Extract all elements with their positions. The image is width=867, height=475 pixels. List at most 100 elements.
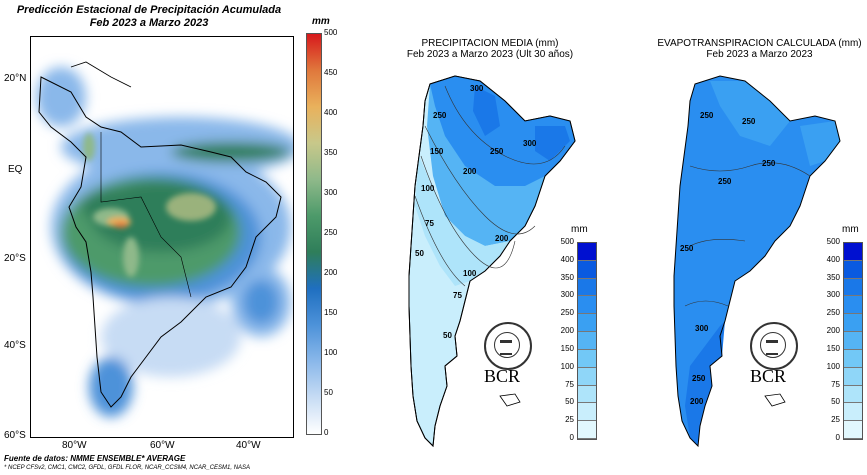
colorbar-tick-label: 25	[831, 415, 840, 425]
colorbar-swatch	[844, 385, 862, 404]
colorbar-tick-label: 400	[826, 254, 840, 264]
colorbar-tick-label: 25	[565, 415, 574, 425]
lat-label-20s: 20°S	[4, 253, 26, 264]
colorbar-tick-label: 200	[560, 326, 574, 336]
panel3-colorbar	[843, 242, 863, 440]
p2-contour-label: 250	[433, 111, 447, 120]
colorbar-tick-label: 250	[324, 228, 338, 237]
colorbar-tick-label: 50	[831, 397, 840, 407]
bcr-logo-text: BCR	[484, 366, 521, 386]
panel3-title-line2: Feb 2023 a Marzo 2023	[706, 49, 813, 60]
colorbar-tick-label: 75	[565, 379, 574, 389]
lat-label-60s: 60°S	[4, 430, 26, 441]
colorbar-swatch	[844, 260, 862, 279]
p3-contour-label: 300	[695, 324, 709, 333]
colorbar-tick-label: 75	[831, 379, 840, 389]
panel1-title-line1: Predicción Estacional de Precipitación A…	[16, 4, 282, 16]
panel2-unit: mm	[571, 224, 588, 235]
colorbar-swatch	[578, 314, 596, 333]
colorbar-tick-label: 400	[560, 254, 574, 264]
source-line1: Fuente de datos: NMME ENSEMBLE* AVERAGE	[4, 454, 186, 463]
panel3-title-line1: EVAPOTRANSPIRACION CALCULADA (mm)	[657, 38, 862, 49]
p2-contour-label: 300	[523, 139, 537, 148]
p3-contour-label: 250	[742, 117, 756, 126]
colorbar-swatch	[578, 349, 596, 368]
panel1-colorbar-ticks: 500 450 400 350 300 250 200 150 100 50 0	[324, 28, 348, 437]
lon-label-80w: 80°W	[62, 440, 87, 451]
colorbar-tick-label: 200	[324, 268, 338, 277]
panel3-colorbar-ticks: 500 400 350 300 250 200 150 100 75 50 25 0	[814, 237, 840, 442]
bcr-logo-icon	[750, 322, 798, 370]
p2-contour-label: 200	[495, 234, 509, 243]
p3-contour-label: 250	[762, 159, 776, 168]
panel3-map: 250 250 250 250 250 300 250 200	[650, 66, 850, 466]
colorbar-tick-label: 100	[324, 348, 338, 357]
colorbar-swatch	[844, 403, 862, 422]
panel2-map: 300 250 200 150 100 75 50 300 250 200 10…	[385, 66, 585, 466]
source-line2: * NCEP CFSv2, CMC1, CMC2, GFDL, GFDL FLO…	[4, 465, 251, 471]
colorbar-swatch	[578, 332, 596, 350]
panel2-colorbar-ticks: 500 400 350 300 250 200 150 100 75 50 25 0	[548, 237, 574, 442]
p2-contour-label: 250	[490, 147, 504, 156]
colorbar-swatch	[578, 243, 596, 261]
islands	[499, 393, 521, 407]
panel3-title: EVAPOTRANSPIRACION CALCULADA (mm) Feb 20…	[652, 38, 867, 60]
colorbar-swatch	[844, 314, 862, 333]
colorbar-tick-label: 50	[565, 397, 574, 407]
panel2-map-svg: 300 250 200 150 100 75 50 300 250 200 10…	[408, 75, 576, 448]
colorbar-tick-label: 500	[826, 237, 840, 246]
colorbar-tick-label: 0	[835, 433, 840, 442]
colorbar-tick-label: 500	[560, 237, 574, 246]
bcr-logo-icon	[484, 322, 532, 370]
colorbar-tick-label: 150	[560, 343, 574, 353]
p2-contour-label: 300	[470, 84, 484, 93]
colorbar-tick-label: 0	[324, 428, 329, 437]
colorbar-swatch	[578, 421, 596, 439]
p2-contour-label: 75	[425, 219, 434, 228]
colorbar-tick-label: 300	[324, 188, 338, 197]
colorbar-tick-label: 350	[324, 148, 338, 157]
panel3-unit: mm	[842, 224, 859, 235]
colorbar-tick-label: 0	[569, 433, 574, 442]
p3-contour-label: 250	[718, 177, 732, 186]
country-borders	[100, 132, 192, 298]
colorbar-swatch	[578, 367, 596, 386]
colorbar-swatch	[578, 278, 596, 297]
colorbar-swatch	[578, 403, 596, 422]
lat-label-20n: 20°N	[4, 73, 27, 84]
colorbar-swatch	[578, 385, 596, 404]
colorbar-tick-label: 450	[324, 68, 338, 77]
colorbar-tick-label: 150	[324, 308, 338, 317]
colorbar-swatch	[844, 349, 862, 368]
colorbar-swatch	[578, 260, 596, 279]
colorbar-tick-label: 300	[826, 290, 840, 300]
precip-maxima	[83, 133, 216, 277]
colorbar-tick-label: 400	[324, 108, 338, 117]
colorbar-swatch	[578, 296, 596, 315]
colorbar-swatch	[844, 278, 862, 297]
colorbar-tick-label: 200	[826, 326, 840, 336]
colorbar-tick-label: 250	[826, 308, 840, 318]
colorbar-swatch	[844, 243, 862, 261]
p2-contour-label: 50	[415, 249, 424, 258]
colorbar-swatch	[844, 421, 862, 439]
panel1-colorbar	[306, 33, 322, 435]
p3-contour-label: 250	[692, 374, 706, 383]
panel2-title-line2: Feb 2023 a Marzo 2023 (Ult 30 años)	[406, 49, 574, 60]
p2-contour-label: 100	[421, 184, 435, 193]
bcr-logo-text: BCR	[750, 366, 787, 386]
colorbar-swatch	[844, 367, 862, 386]
panel1-unit: mm	[312, 16, 330, 27]
colorbar-tick-label: 50	[324, 388, 333, 397]
panel1-title: Predicción Estacional de Precipitación A…	[0, 4, 298, 30]
p2-contour-label: 50	[443, 331, 452, 340]
colorbar-tick-label: 350	[560, 272, 574, 282]
lat-label-40s: 40°S	[4, 340, 26, 351]
panel2-colorbar	[577, 242, 597, 440]
colorbar-tick-label: 300	[560, 290, 574, 300]
panel1-map-svg	[36, 61, 293, 417]
colorbar-tick-label: 150	[826, 343, 840, 353]
colorbar-tick-label: 350	[826, 272, 840, 282]
colorbar-tick-label: 100	[826, 361, 840, 371]
lon-label-40w: 40°W	[236, 440, 261, 451]
